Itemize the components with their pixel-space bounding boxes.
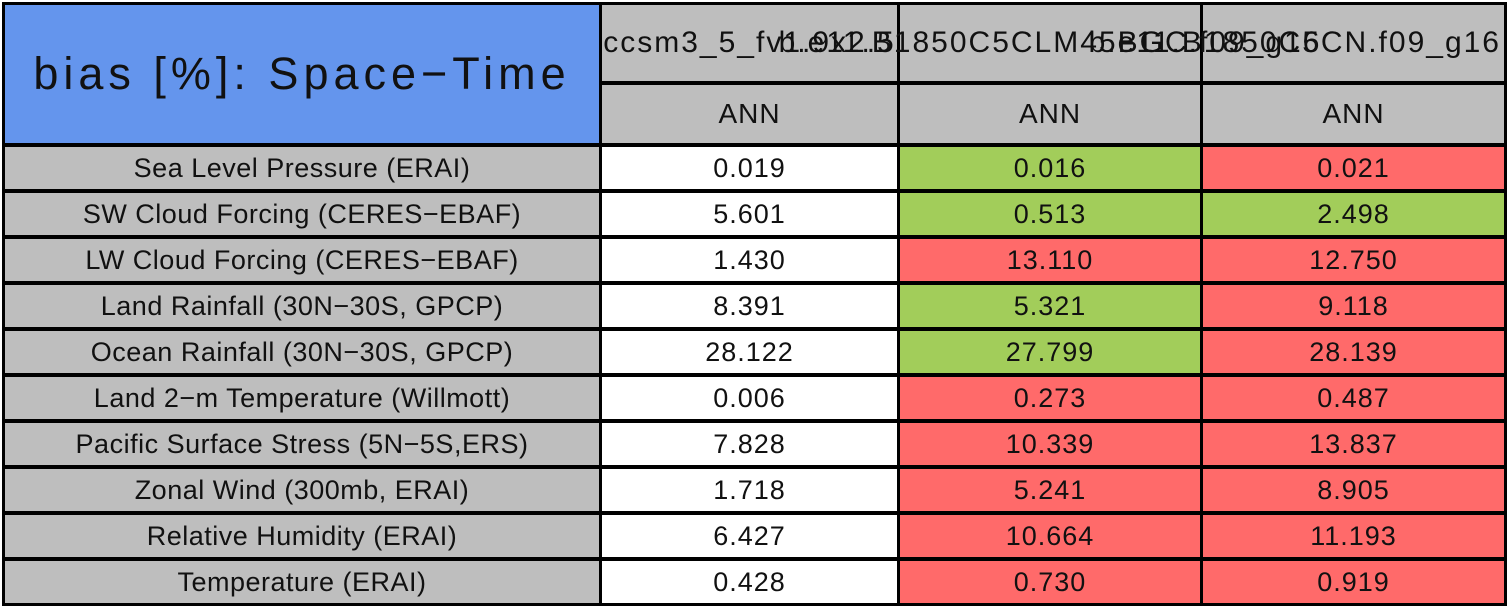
row-label: Relative Humidity (ERAI) <box>146 520 458 551</box>
value: 0.019 <box>713 152 786 183</box>
value-cell: 28.122 <box>602 331 897 373</box>
row-label: Land Rainfall (30N−30S, GPCP) <box>100 290 504 321</box>
row-label-cell: Land Rainfall (30N−30S, GPCP) <box>5 285 599 327</box>
value-cell: 28.139 <box>1203 331 1504 373</box>
value-cell: 1.718 <box>602 469 897 511</box>
value-cell: 7.828 <box>602 423 897 465</box>
value: 0.919 <box>1317 566 1390 597</box>
value-cell: 8.391 <box>602 285 897 327</box>
value: 0.273 <box>1013 382 1087 413</box>
value: 0.513 <box>1013 198 1087 229</box>
value-cell: 10.664 <box>900 515 1200 557</box>
value-cell: 27.799 <box>900 331 1200 373</box>
value-cell: 11.193 <box>1203 515 1504 557</box>
value-cell: 0.487 <box>1203 377 1504 419</box>
row-label-cell: Sea Level Pressure (ERAI) <box>5 147 599 189</box>
row-label: SW Cloud Forcing (CERES−EBAF) <box>82 198 522 229</box>
value: 12.750 <box>1309 244 1398 275</box>
value: 2.498 <box>1317 198 1390 229</box>
row-label: LW Cloud Forcing (CERES−EBAF) <box>85 244 519 275</box>
value-cell: 13.837 <box>1203 423 1504 465</box>
value: 28.122 <box>705 336 794 367</box>
value-cell: 0.513 <box>900 193 1200 235</box>
value-cell: 13.110 <box>900 239 1200 281</box>
value: 0.021 <box>1317 152 1390 183</box>
value: 9.118 <box>1318 290 1389 321</box>
value-cell: 0.006 <box>602 377 897 419</box>
model-header-cell-2: b.e11.B1850C5CLM45BGC.f09_g16 <box>779 5 1319 81</box>
value-cell: 0.019 <box>602 147 897 189</box>
value: 10.664 <box>1005 520 1095 551</box>
value: 8.391 <box>713 290 786 321</box>
value: 13.110 <box>1006 244 1094 275</box>
season-label-1: ANN <box>718 98 781 129</box>
value-cell: 5.321 <box>900 285 1200 327</box>
value: 1.430 <box>713 244 786 275</box>
table-title: bias [%]: Space−Time <box>33 48 571 99</box>
value: 1.718 <box>713 474 786 505</box>
model-name-3: b.e11.B1850C5CN.f09_g16 <box>1088 26 1501 59</box>
value: 0.006 <box>713 382 786 413</box>
value-cell: 6.427 <box>602 515 897 557</box>
value-cell: 0.730 <box>900 561 1200 603</box>
value-cell: 0.021 <box>1203 147 1504 189</box>
value: 10.339 <box>1005 428 1095 459</box>
value-cell: 5.241 <box>900 469 1200 511</box>
row-label: Temperature (ERAI) <box>177 566 427 597</box>
model-name-2: b.e11.B1850C5CLM45BGC.f09_g16 <box>778 26 1322 59</box>
value: 27.799 <box>1005 336 1095 367</box>
row-label-cell: Zonal Wind (300mb, ERAI) <box>5 469 599 511</box>
value-cell: 0.428 <box>602 561 897 603</box>
value: 28.139 <box>1309 336 1398 367</box>
season-header-cell-3: ANN <box>1203 85 1504 143</box>
season-label-3: ANN <box>1322 98 1385 129</box>
value-cell: 2.498 <box>1203 193 1504 235</box>
value-cell: 8.905 <box>1203 469 1504 511</box>
value-cell: 5.601 <box>602 193 897 235</box>
value: 13.837 <box>1309 428 1398 459</box>
model-header-cell-3: b.e11.B1850C5CN.f09_g16 <box>1089 5 1504 81</box>
value: 5.321 <box>1013 290 1087 321</box>
model-header-cell-1: ccsm3_5_fv1.9x2.5 <box>602 5 897 81</box>
row-label: Land 2−m Temperature (Willmott) <box>93 382 511 413</box>
value: 7.828 <box>713 428 786 459</box>
table-title-cell: bias [%]: Space−Time <box>5 5 599 143</box>
value-cell: 1.430 <box>602 239 897 281</box>
value-cell: 0.273 <box>900 377 1200 419</box>
row-label: Zonal Wind (300mb, ERAI) <box>134 474 470 505</box>
row-label-cell: Pacific Surface Stress (5N−5S,ERS) <box>5 423 599 465</box>
row-label-cell: LW Cloud Forcing (CERES−EBAF) <box>5 239 599 281</box>
value-cell: 9.118 <box>1203 285 1504 327</box>
value: 0.487 <box>1317 382 1390 413</box>
row-label: Pacific Surface Stress (5N−5S,ERS) <box>75 428 529 459</box>
value-cell: 0.919 <box>1203 561 1504 603</box>
row-label-cell: Ocean Rainfall (30N−30S, GPCP) <box>5 331 599 373</box>
value: 5.241 <box>1013 474 1087 505</box>
season-header-cell-1: ANN <box>602 85 897 143</box>
row-label-cell: SW Cloud Forcing (CERES−EBAF) <box>5 193 599 235</box>
value: 0.428 <box>713 566 786 597</box>
row-label: Sea Level Pressure (ERAI) <box>133 152 471 183</box>
value: 5.601 <box>713 198 786 229</box>
value-cell: 10.339 <box>900 423 1200 465</box>
row-label-cell: Relative Humidity (ERAI) <box>5 515 599 557</box>
season-label-2: ANN <box>1018 98 1082 129</box>
value-cell: 0.016 <box>900 147 1200 189</box>
model-name-1: ccsm3_5_fv1.9x2.5 <box>603 26 896 59</box>
value-cell: 12.750 <box>1203 239 1504 281</box>
row-label: Ocean Rainfall (30N−30S, GPCP) <box>90 336 514 367</box>
value: 0.730 <box>1013 566 1087 597</box>
value: 8.905 <box>1317 474 1390 505</box>
row-label-cell: Temperature (ERAI) <box>5 561 599 603</box>
value: 6.427 <box>713 520 786 551</box>
season-header-cell-2: ANN <box>900 85 1200 143</box>
value: 11.193 <box>1310 520 1397 551</box>
row-label-cell: Land 2−m Temperature (Willmott) <box>5 377 599 419</box>
value: 0.016 <box>1013 152 1087 183</box>
